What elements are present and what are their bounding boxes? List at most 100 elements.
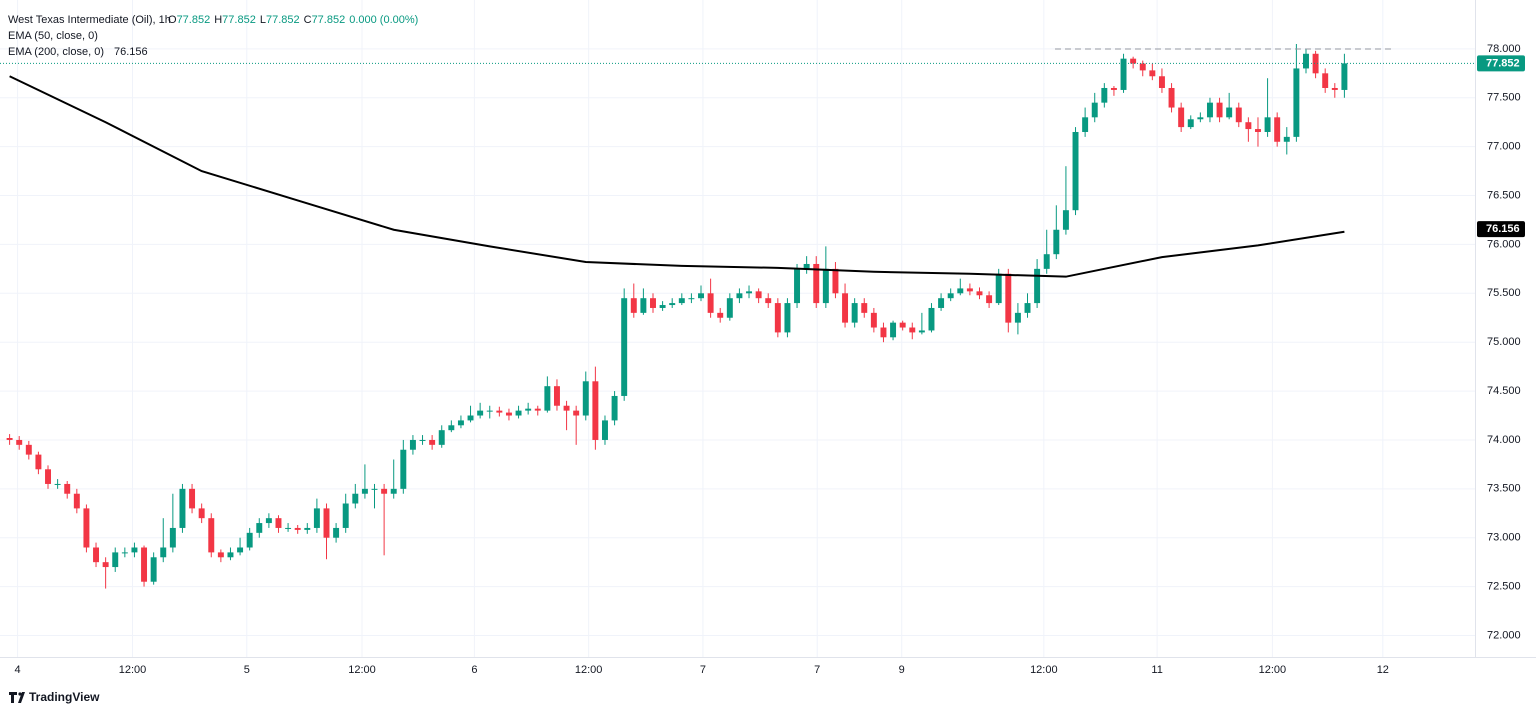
axes: 72.000 72.500 73.000 73.500 74.000 74.500 75.0… bbox=[15, 43, 1525, 676]
candle-body bbox=[928, 307, 935, 331]
readout-key: C bbox=[304, 14, 312, 26]
last-price-label: 77.852 bbox=[1486, 57, 1520, 69]
candle-body bbox=[1341, 63, 1348, 90]
candle-body bbox=[563, 405, 570, 411]
x-tick-label: 7 bbox=[700, 664, 706, 676]
candle-body bbox=[304, 527, 311, 530]
candle-body bbox=[813, 263, 820, 304]
candle-body bbox=[1005, 273, 1012, 323]
candle-body bbox=[409, 439, 416, 450]
ema-line bbox=[9, 75, 1345, 278]
candle-body bbox=[208, 518, 215, 553]
y-tick-label: 73.500 bbox=[1487, 483, 1521, 495]
last-price-badge bbox=[1477, 55, 1525, 72]
candle-body bbox=[448, 425, 455, 431]
candle-body bbox=[371, 488, 378, 490]
candle-body bbox=[1274, 117, 1281, 142]
candle-body bbox=[1120, 58, 1127, 90]
candle-body bbox=[765, 298, 772, 304]
candle-body bbox=[457, 420, 464, 426]
candle-body bbox=[909, 327, 916, 333]
candle-body bbox=[976, 291, 983, 296]
y-tick-label: 76.000 bbox=[1487, 238, 1521, 250]
y-tick-label: 78.000 bbox=[1487, 43, 1521, 55]
candle-body bbox=[1034, 268, 1041, 304]
x-tick-label: 11 bbox=[1151, 664, 1162, 676]
candle-body bbox=[265, 518, 272, 524]
candle-body bbox=[285, 527, 292, 529]
candle-body bbox=[141, 547, 148, 582]
y-tick-label: 75.500 bbox=[1487, 287, 1521, 299]
candle-body bbox=[1062, 210, 1069, 230]
y-tick-label: 74.000 bbox=[1487, 434, 1521, 446]
candle-body bbox=[150, 557, 157, 582]
candle-body bbox=[1216, 102, 1223, 118]
candle-body bbox=[1331, 87, 1338, 90]
symbol-title: West Texas Intermediate (Oil), 1h bbox=[8, 14, 171, 26]
candle-body bbox=[957, 288, 964, 294]
candle-body bbox=[707, 293, 714, 313]
candle-body bbox=[678, 298, 685, 304]
candle-body bbox=[275, 518, 282, 528]
candle-body bbox=[784, 303, 791, 333]
x-tick-label: 12:00 bbox=[1030, 664, 1058, 676]
candle-body bbox=[688, 298, 695, 300]
candle-body bbox=[717, 312, 724, 318]
ohlc-readout: O 77.852 H 77.852 L 77.852 C 77.852 0.000 (0.00%… bbox=[168, 14, 418, 26]
candle-body bbox=[323, 508, 330, 538]
candle-body bbox=[112, 552, 119, 568]
candle-body bbox=[774, 303, 781, 333]
candle-body bbox=[227, 552, 234, 558]
x-tick-label: 12:00 bbox=[348, 664, 376, 676]
y-tick-label: 74.500 bbox=[1487, 385, 1521, 397]
candle-body bbox=[1158, 76, 1165, 88]
candle-body bbox=[121, 552, 128, 554]
readout-value: 77.852 bbox=[312, 14, 346, 26]
candle-body bbox=[1014, 312, 1021, 323]
candle-body bbox=[64, 483, 71, 494]
x-tick-label: 5 bbox=[244, 664, 250, 676]
y-tick-label: 73.000 bbox=[1487, 532, 1521, 544]
y-tick-label: 77.000 bbox=[1487, 141, 1521, 153]
candle-body bbox=[496, 410, 503, 413]
candle-body bbox=[83, 508, 90, 548]
candle-body bbox=[1091, 102, 1098, 118]
candle-body bbox=[515, 410, 522, 416]
candle-body bbox=[352, 493, 359, 504]
readout-value: 77.852 bbox=[222, 14, 256, 26]
y-tick-label: 76.500 bbox=[1487, 189, 1521, 201]
candle-body bbox=[131, 547, 138, 553]
candle-body bbox=[899, 322, 906, 328]
candle-body bbox=[1168, 87, 1175, 108]
candle-body bbox=[6, 438, 13, 440]
candle-body bbox=[429, 439, 436, 445]
x-tick-label: 12:00 bbox=[575, 664, 603, 676]
readout-value: 77.852 bbox=[266, 14, 300, 26]
candle-body bbox=[1235, 107, 1242, 123]
indicator-label: EMA (200, close, 0) bbox=[8, 46, 104, 58]
x-tick-label: 7 bbox=[814, 664, 820, 676]
candle-body bbox=[995, 273, 1002, 304]
candle-body bbox=[1322, 73, 1329, 88]
candle-body bbox=[621, 298, 628, 396]
candle-body bbox=[160, 547, 167, 558]
candle-body bbox=[1101, 87, 1108, 103]
candle-body bbox=[1254, 129, 1261, 132]
candle-body bbox=[544, 386, 551, 411]
x-tick-label: 4 bbox=[15, 664, 21, 676]
candle-body bbox=[1264, 117, 1271, 132]
candle-body bbox=[1149, 70, 1156, 77]
candle-body bbox=[1130, 58, 1137, 64]
candle-body bbox=[938, 298, 945, 308]
candle-body bbox=[803, 263, 810, 269]
candle-body bbox=[179, 488, 186, 528]
readout-value: 77.852 bbox=[177, 14, 211, 26]
indicator-value: 76.156 bbox=[114, 46, 148, 58]
candle-body bbox=[698, 293, 704, 299]
candle-body bbox=[256, 523, 263, 533]
candle-body bbox=[553, 386, 560, 406]
candle-body bbox=[592, 381, 599, 440]
candle-body bbox=[602, 420, 608, 440]
